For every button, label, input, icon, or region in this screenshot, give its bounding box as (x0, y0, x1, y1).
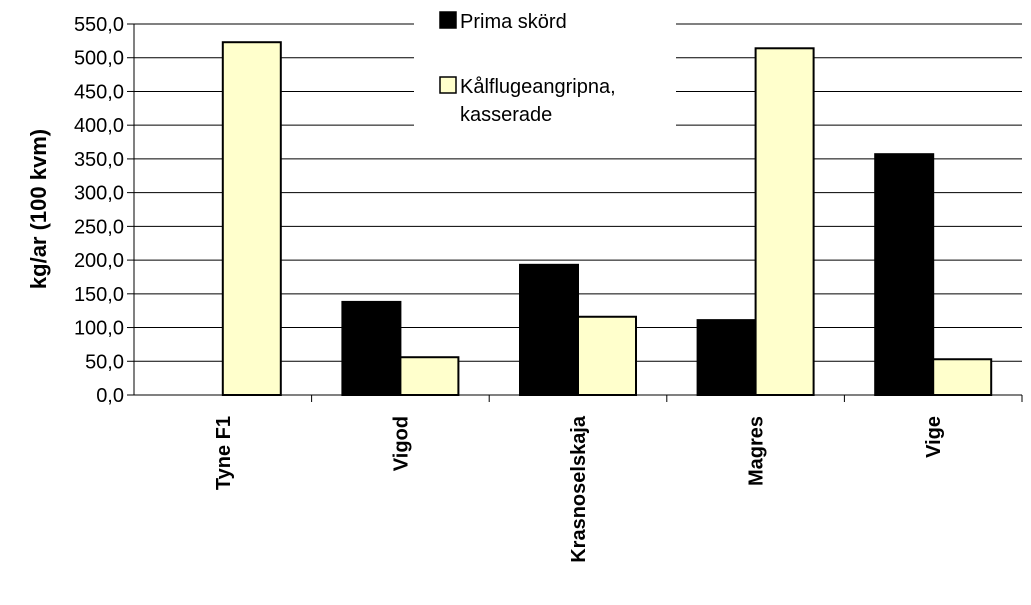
y-tick-labels: 0,0 50,0 100,0 150,0 200,0 250,0 300,0 350,0 400… (74, 14, 134, 407)
bar-prima (341, 300, 402, 396)
bar-kasserade (577, 315, 637, 396)
category-label: Magres (746, 416, 768, 486)
legend: Prima skörd Kålflugeangripna, kasserade (414, 4, 676, 152)
legend-label: kasserade (460, 104, 552, 126)
legend-swatch (439, 76, 457, 94)
bar-prima (519, 263, 579, 396)
y-tick-label: 300,0 (74, 183, 124, 205)
y-tick-label: 350,0 (74, 149, 124, 171)
axes (133, 24, 1023, 402)
y-tick-label: 0,0 (96, 385, 124, 407)
category-label: Krasnoselskaja (568, 415, 590, 563)
legend-label: Prima skörd (460, 11, 567, 33)
bar-kasserade (221, 41, 282, 396)
bar-prima (696, 319, 757, 396)
category-label: Tyne F1 (213, 416, 235, 490)
y-tick-label: 150,0 (74, 284, 124, 306)
y-tick-label: 50,0 (85, 351, 124, 373)
y-axis-label: kg/ar (100 kvm) (26, 129, 51, 289)
y-tick-label: 500,0 (74, 48, 124, 70)
bar-kasserade (399, 356, 460, 397)
bar-prima (874, 153, 935, 396)
bar-kasserade (932, 358, 993, 396)
legend-label: Kålflugeangripna, (460, 76, 616, 98)
y-tick-label: 200,0 (74, 250, 124, 272)
bars (221, 41, 993, 397)
y-tick-label: 450,0 (74, 81, 124, 103)
y-tick-label: 550,0 (74, 14, 124, 36)
bar-kasserade (754, 47, 815, 397)
category-label: Vige (923, 416, 945, 458)
y-tick-label: 400,0 (74, 115, 124, 137)
category-labels: Tyne F1 Vigod Krasnoselskaja Magres Vige (213, 415, 945, 563)
legend-swatch (439, 11, 457, 29)
y-tick-label: 250,0 (74, 216, 124, 238)
y-tick-label: 100,0 (74, 318, 124, 340)
category-label: Vigod (390, 416, 412, 471)
legend-box (414, 4, 676, 152)
